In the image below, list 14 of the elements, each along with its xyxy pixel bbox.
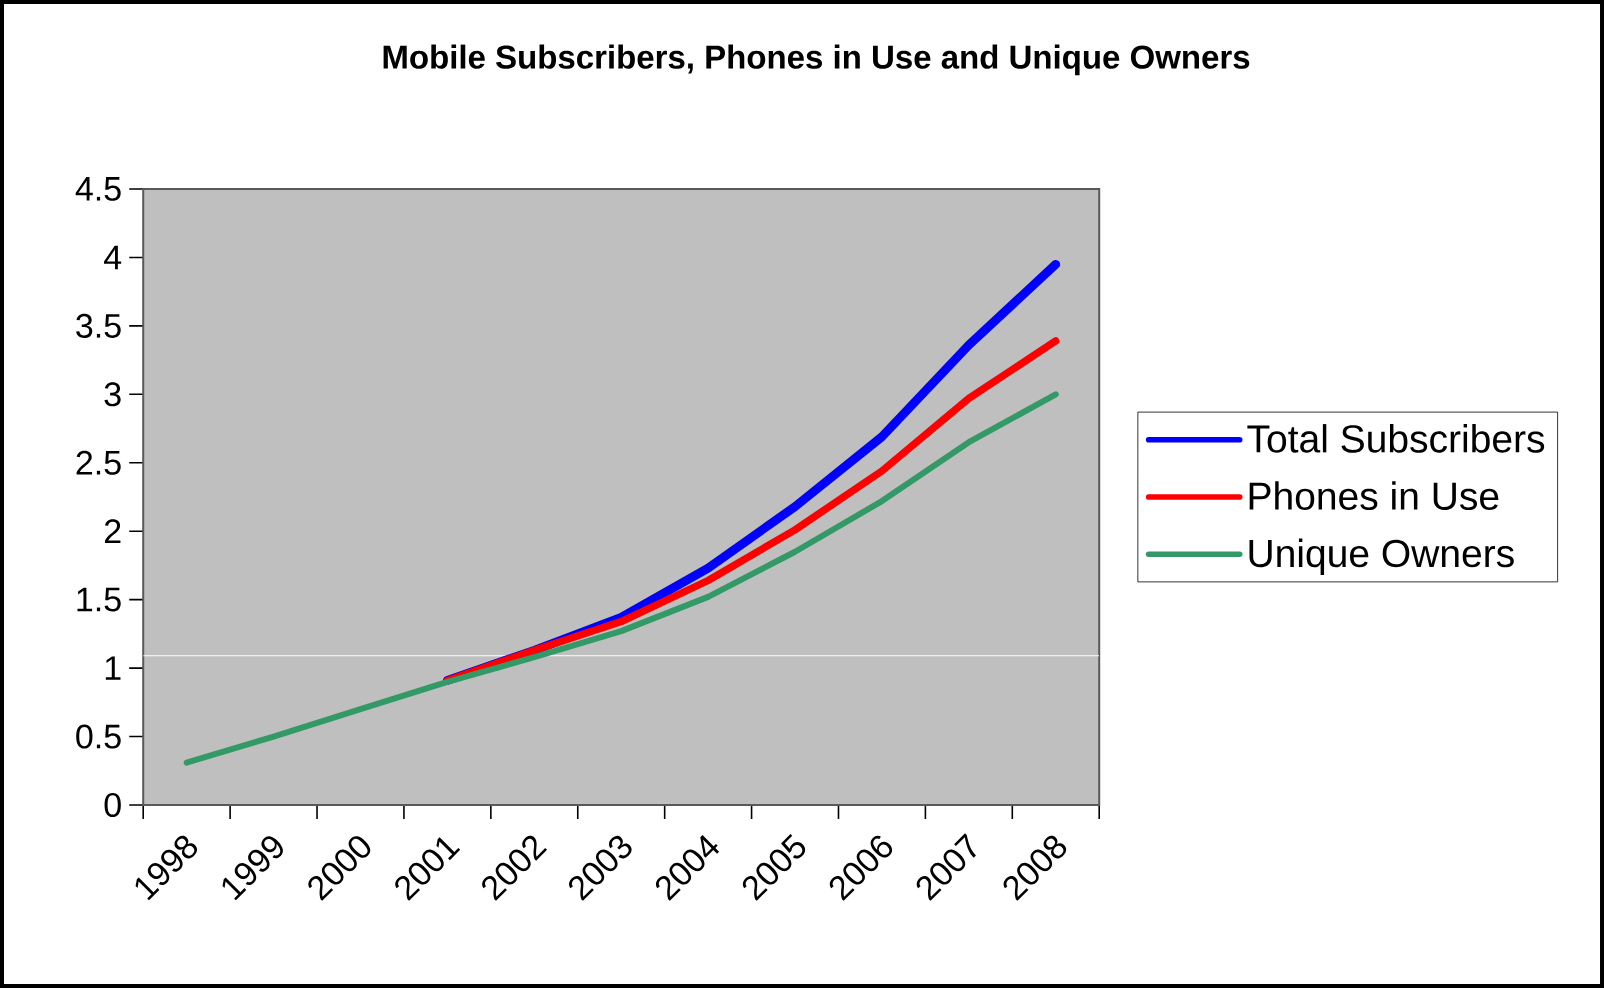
y-tick-label: 3.5 xyxy=(76,313,121,338)
y-tick-label: 2 xyxy=(104,519,121,544)
chart-title: Mobile Subscribers, Phones in Use and Unique Owners xyxy=(383,44,1250,76)
y-tick-label: 1.5 xyxy=(77,587,121,612)
y-tick-label: 1 xyxy=(105,656,121,680)
y-tick-label: 0.5 xyxy=(76,724,121,749)
legend-label: Phones in Use xyxy=(1249,481,1499,510)
y-tick-label: 4 xyxy=(104,245,122,270)
y-tick-label: 3 xyxy=(104,382,121,407)
y-tick-label: 2.5 xyxy=(76,450,121,475)
y-tick-label: 4.5 xyxy=(75,177,121,201)
y-tick-label: 0 xyxy=(104,792,121,818)
legend-label: Unique Owners xyxy=(1249,538,1514,575)
legend-label: Total Subscribers xyxy=(1247,424,1545,453)
